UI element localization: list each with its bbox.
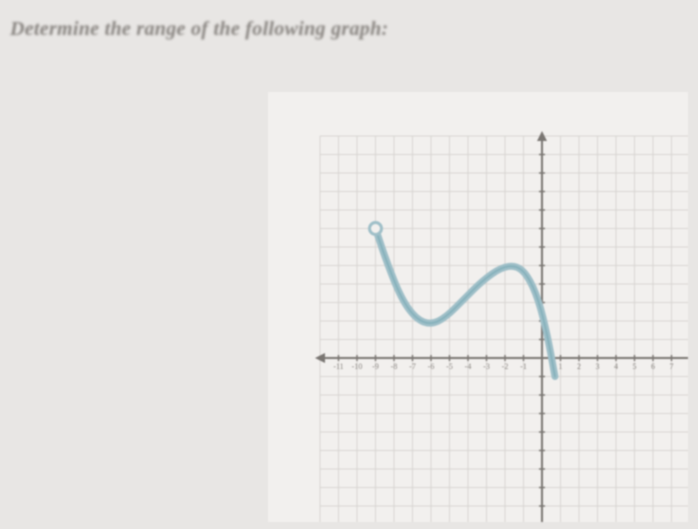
svg-text:-4: -4: [465, 362, 472, 371]
svg-text:-10: -10: [352, 362, 363, 371]
svg-text:5: 5: [633, 362, 637, 371]
svg-text:-2: -2: [502, 362, 509, 371]
svg-text:7: 7: [670, 362, 674, 371]
svg-text:-5: -5: [446, 362, 453, 371]
svg-text:-7: -7: [409, 362, 416, 371]
question-prompt: Determine the range of the following gra…: [10, 18, 388, 41]
svg-text:1: 1: [559, 362, 563, 371]
svg-text:-1: -1: [520, 362, 527, 371]
svg-text:-8: -8: [391, 362, 398, 371]
open-endpoint: [370, 223, 382, 235]
svg-text:-6: -6: [428, 362, 435, 371]
svg-text:4: 4: [614, 362, 618, 371]
svg-text:6: 6: [651, 362, 655, 371]
coordinate-graph: -11-10-9-8-7-6-5-4-3-2-11234567891011: [268, 92, 688, 522]
grid: [320, 136, 688, 522]
graph-panel: -11-10-9-8-7-6-5-4-3-2-11234567891011: [268, 92, 688, 522]
svg-text:3: 3: [596, 362, 600, 371]
svg-text:-11: -11: [333, 362, 343, 371]
svg-text:-9: -9: [372, 362, 379, 371]
svg-text:2: 2: [577, 362, 581, 371]
svg-text:-3: -3: [483, 362, 490, 371]
